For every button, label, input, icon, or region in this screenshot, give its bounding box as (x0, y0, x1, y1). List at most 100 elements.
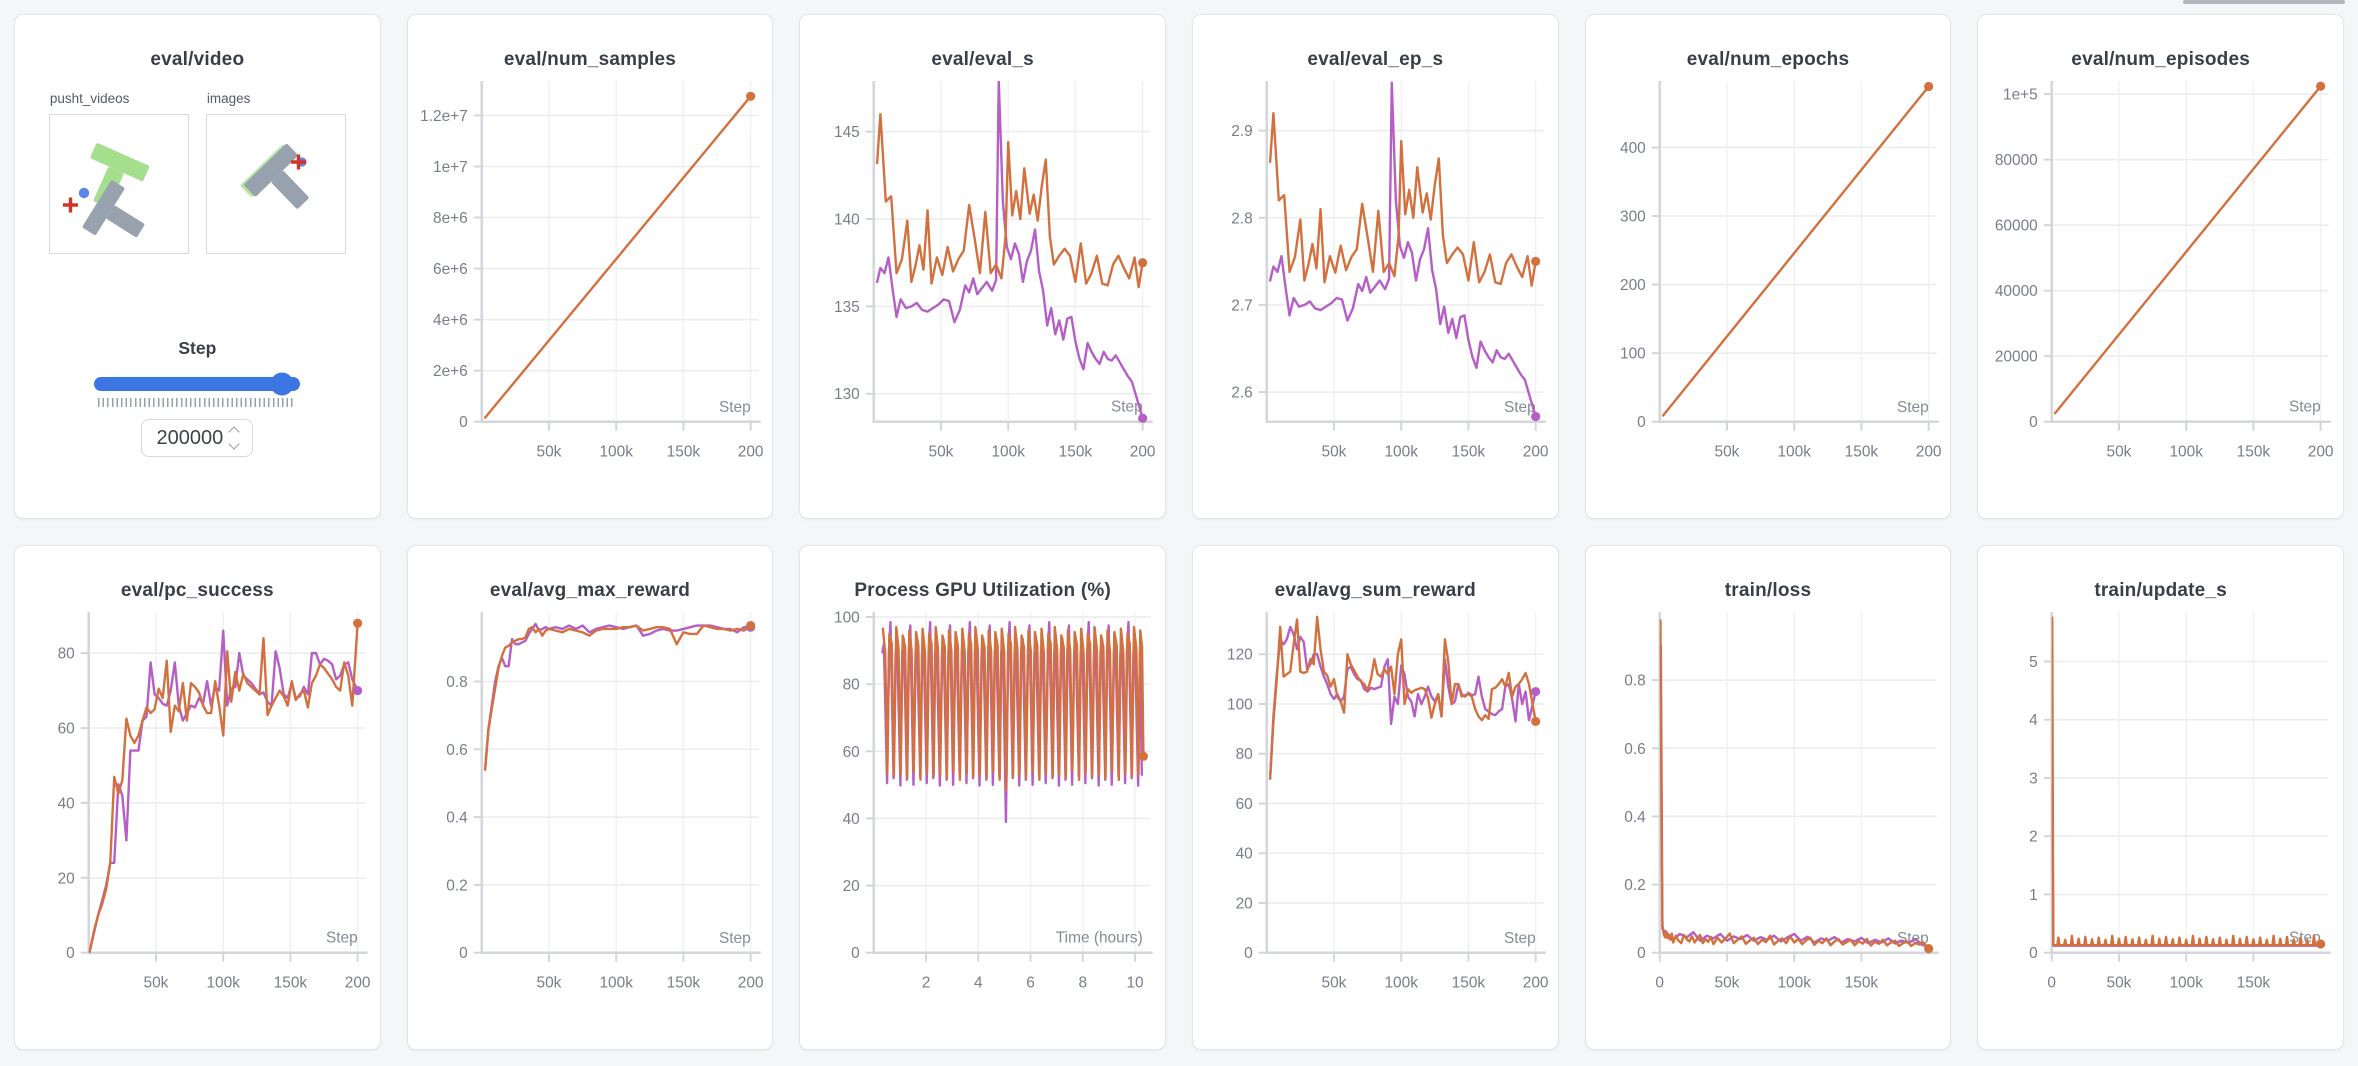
step-slider-track[interactable] (94, 376, 301, 391)
video-thumbnail-images[interactable] (205, 114, 346, 254)
horizontal-scrollbar-thumb[interactable] (2183, 0, 2345, 4)
svg-text:100k: 100k (1384, 975, 1418, 992)
svg-text:100: 100 (834, 609, 860, 626)
svg-text:50k: 50k (1322, 975, 1347, 992)
svg-text:200: 200 (1523, 444, 1549, 461)
step-value[interactable]: 200000 (156, 426, 224, 449)
svg-text:100k: 100k (599, 444, 633, 461)
svg-text:150k: 150k (666, 444, 700, 461)
chart-panel-eval-eval-s: eval/eval_s 130 135 140 145 50k 100k 150k 200 St… (799, 14, 1166, 519)
svg-text:150k: 150k (274, 975, 308, 992)
video-thumbnails-row: pusht_videos (15, 91, 380, 254)
svg-text:100k: 100k (599, 975, 633, 992)
chart-canvas[interactable]: 0 20 40 60 80 50k 100k 150k 200 Step (15, 604, 380, 1026)
step-stepper[interactable] (228, 426, 240, 450)
svg-text:200: 200 (737, 444, 763, 461)
svg-text:50k: 50k (2107, 975, 2132, 992)
svg-text:150k: 150k (1059, 444, 1093, 461)
svg-text:Step: Step (719, 930, 751, 947)
chart-canvas[interactable]: 0 0.2 0.4 0.6 0.8 50k 100k 150k 200 Step (408, 604, 773, 1026)
svg-text:100k: 100k (206, 975, 240, 992)
chart-title: eval/num_epochs (1686, 49, 1850, 70)
chart-panel-eval-eval-ep-s: eval/eval_ep_s 2.6 2.7 2.8 2.9 50k 100k 150k 20… (1191, 14, 1559, 519)
svg-text:0.2: 0.2 (446, 877, 467, 894)
svg-text:0: 0 (1244, 945, 1253, 962)
svg-text:Step: Step (1504, 399, 1536, 416)
svg-text:0: 0 (1637, 414, 1646, 431)
step-decrement-icon[interactable] (228, 438, 240, 450)
svg-text:150k: 150k (1452, 444, 1486, 461)
chart-canvas[interactable]: 0 20000 40000 60000 80000 1e+5 50k 100k 150k 200 S… (1978, 73, 2343, 495)
svg-text:2.6: 2.6 (1231, 385, 1252, 402)
step-number-input[interactable]: 200000 (141, 419, 254, 457)
chart-canvas[interactable]: 0 100 200 300 400 50k 100k 150k 200 Step (1586, 73, 1951, 495)
chart-canvas[interactable]: 0 2e+6 4e+6 6e+6 8e+6 1e+7 1.2e+7 50k 100k 150k 20… (408, 73, 773, 495)
svg-text:2: 2 (922, 975, 931, 992)
svg-text:1e+5: 1e+5 (2003, 87, 2038, 104)
step-slider[interactable] (94, 372, 301, 395)
svg-text:50k: 50k (2107, 444, 2132, 461)
svg-text:120: 120 (1227, 647, 1253, 664)
svg-text:60000: 60000 (1995, 218, 2038, 235)
svg-text:Step: Step (719, 399, 751, 416)
video-thumbnail-pusht[interactable] (48, 114, 189, 254)
chart-panel-train-loss: train/loss 0 0.2 0.4 0.6 0.8 0 50k 100k 150k Step (1584, 545, 1952, 1050)
svg-text:60: 60 (843, 744, 860, 761)
svg-text:150k: 150k (1452, 975, 1486, 992)
chart-canvas[interactable]: 0 20 40 60 80 100 120 50k 100k 150k 200 Step (1193, 604, 1558, 1026)
svg-text:400: 400 (1620, 140, 1646, 157)
svg-text:100k: 100k (1384, 444, 1418, 461)
svg-text:0.8: 0.8 (1624, 673, 1645, 690)
svg-text:Step: Step (2289, 399, 2321, 416)
svg-text:150k: 150k (1844, 975, 1878, 992)
svg-text:0.6: 0.6 (1624, 741, 1645, 758)
svg-text:3: 3 (2030, 770, 2039, 787)
svg-text:100: 100 (1620, 346, 1646, 363)
step-slider-label: Step (178, 338, 217, 358)
svg-text:200: 200 (2308, 444, 2334, 461)
svg-text:6e+6: 6e+6 (433, 261, 468, 278)
media-panel-eval-video: eval/video pusht_videos (14, 14, 381, 519)
svg-text:20: 20 (58, 870, 75, 887)
step-increment-icon[interactable] (228, 426, 240, 438)
svg-text:Step: Step (1504, 930, 1536, 947)
chart-panel-eval-avg-max-reward: eval/avg_max_reward 0 0.2 0.4 0.6 0.8 50k 100k… (406, 545, 774, 1050)
svg-text:40: 40 (58, 795, 75, 812)
chart-title: eval/num_episodes (2071, 49, 2250, 70)
chart-title: eval/num_samples (503, 49, 677, 70)
svg-text:100k: 100k (992, 444, 1026, 461)
svg-text:Time (hours): Time (hours) (1056, 930, 1143, 947)
chart-title: eval/eval_ep_s (1307, 49, 1444, 70)
chart-title: eval/avg_max_reward (489, 580, 691, 601)
svg-text:80: 80 (58, 646, 75, 663)
svg-text:135: 135 (834, 299, 860, 316)
chart-canvas[interactable]: 2.6 2.7 2.8 2.9 50k 100k 150k 200 Step (1193, 73, 1558, 495)
step-slider-thumb[interactable] (270, 372, 294, 395)
svg-text:20: 20 (1236, 895, 1253, 912)
svg-text:2.8: 2.8 (1231, 210, 1252, 227)
svg-text:150k: 150k (666, 975, 700, 992)
svg-text:40: 40 (1236, 846, 1253, 863)
video-label-pusht: pusht_videos (49, 91, 130, 106)
svg-text:0.8: 0.8 (446, 674, 467, 691)
svg-text:Step: Step (1897, 399, 1929, 416)
svg-text:80: 80 (1236, 746, 1253, 763)
svg-text:150k: 150k (1844, 444, 1878, 461)
svg-text:100: 100 (1227, 696, 1253, 713)
svg-text:0: 0 (2048, 975, 2057, 992)
svg-text:0.2: 0.2 (1624, 877, 1645, 894)
chart-canvas[interactable]: 130 135 140 145 50k 100k 150k 200 Step (800, 73, 1165, 495)
chart-canvas[interactable]: 0 20 40 60 80 100 2 4 6 8 10 Time (hours) (800, 604, 1165, 1026)
svg-text:100k: 100k (1777, 975, 1811, 992)
svg-text:2.7: 2.7 (1231, 297, 1252, 314)
svg-text:60: 60 (1236, 796, 1253, 813)
svg-text:50k: 50k (1322, 444, 1347, 461)
chart-panel-eval-pc-success: eval/pc_success 0 20 40 60 80 50k 100k 150k 200 S… (14, 545, 381, 1050)
pusht-video-frame (62, 143, 149, 238)
svg-text:1.2e+7: 1.2e+7 (420, 108, 468, 125)
media-panel-title: eval/video (150, 49, 245, 70)
svg-text:0: 0 (852, 945, 861, 962)
